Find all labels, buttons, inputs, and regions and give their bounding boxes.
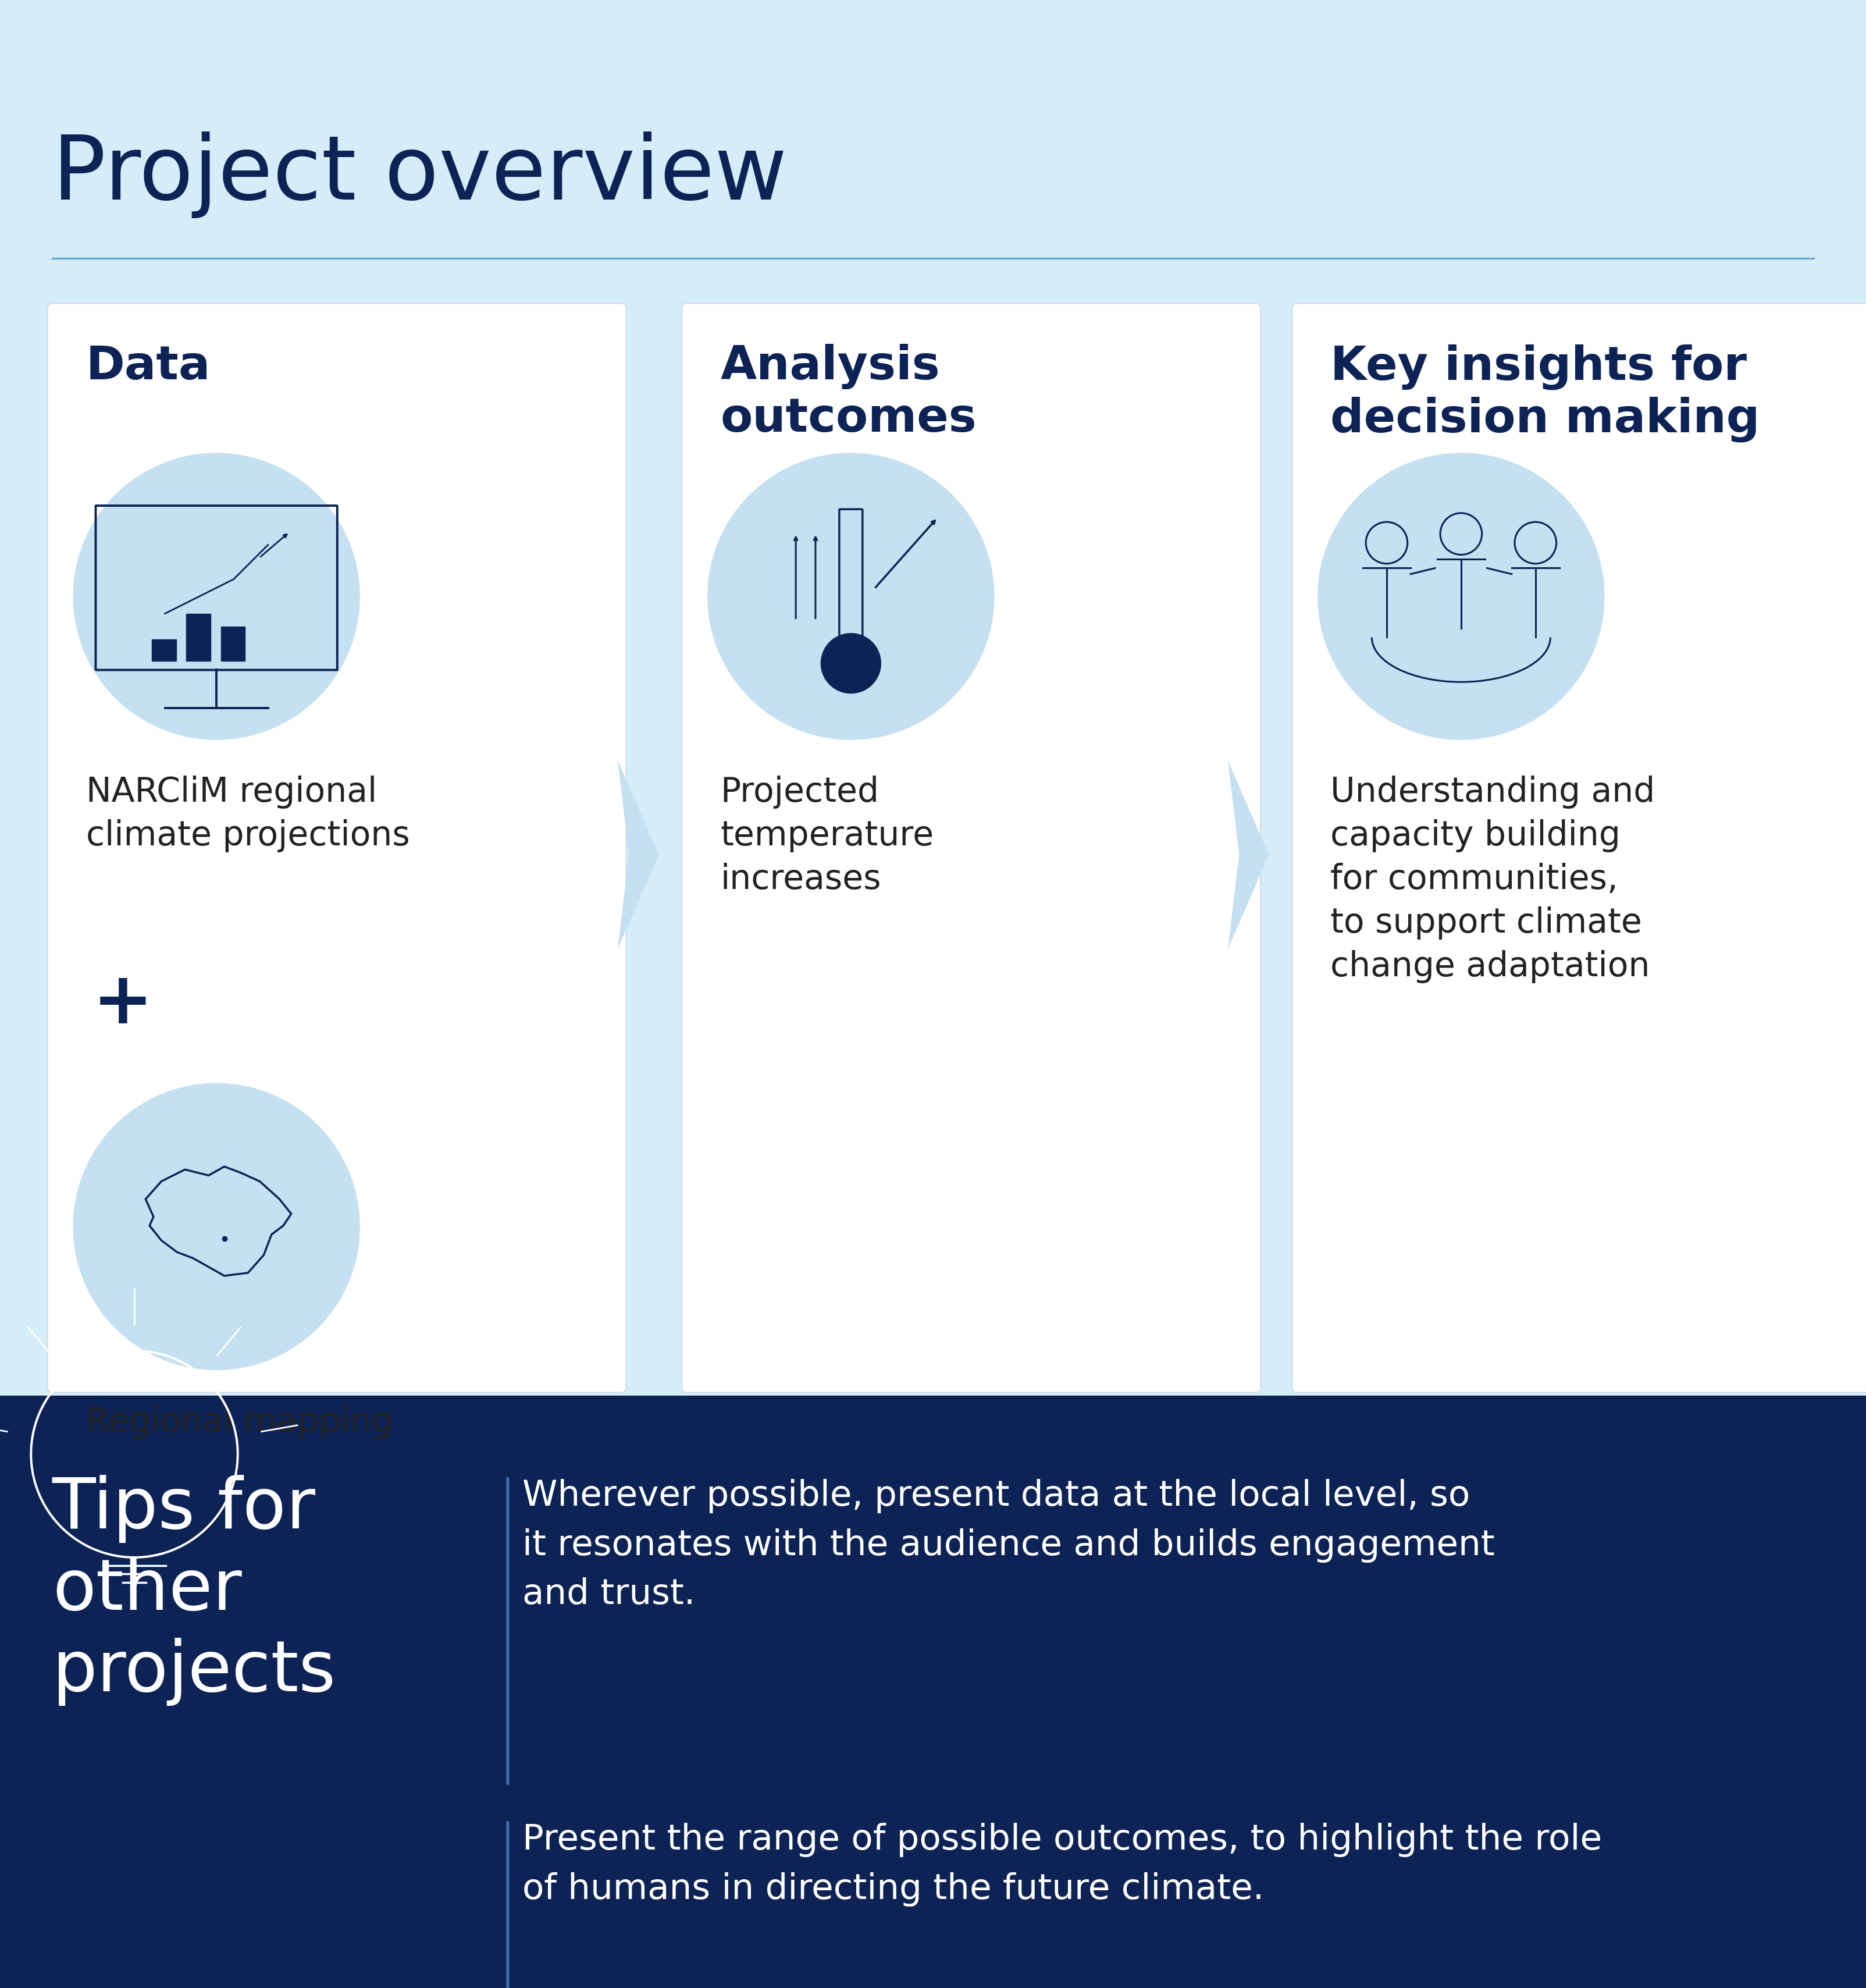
Polygon shape bbox=[1228, 761, 1269, 948]
Text: Projected
temperature
increases: Projected temperature increases bbox=[720, 775, 933, 897]
Text: Regional mapping: Regional mapping bbox=[86, 1406, 392, 1439]
Circle shape bbox=[1317, 453, 1605, 740]
FancyBboxPatch shape bbox=[49, 304, 625, 1392]
Text: +: + bbox=[93, 968, 153, 1038]
Text: Wherever possible, present data at the local level, so
it resonates with the aud: Wherever possible, present data at the l… bbox=[522, 1479, 1495, 1612]
Bar bbox=[187, 614, 211, 660]
Text: Tips for
other
projects: Tips for other projects bbox=[52, 1475, 336, 1706]
Bar bbox=[0, 1396, 1866, 1988]
Bar bbox=[0, 0, 1866, 1396]
FancyBboxPatch shape bbox=[1293, 304, 1866, 1392]
Bar bbox=[220, 626, 244, 660]
Text: Analysis
outcomes: Analysis outcomes bbox=[720, 344, 976, 441]
Text: Data: Data bbox=[86, 344, 211, 390]
Circle shape bbox=[707, 453, 995, 740]
Text: Project overview: Project overview bbox=[52, 131, 787, 219]
Circle shape bbox=[821, 634, 881, 694]
Text: Key insights for
decision making: Key insights for decision making bbox=[1330, 344, 1760, 443]
Text: NARCliM regional
climate projections: NARCliM regional climate projections bbox=[86, 775, 411, 853]
FancyBboxPatch shape bbox=[683, 304, 1260, 1392]
Polygon shape bbox=[618, 761, 659, 948]
Text: Understanding and
capacity building
for communities,
to support climate
change a: Understanding and capacity building for … bbox=[1330, 775, 1655, 982]
Bar bbox=[151, 640, 175, 660]
Circle shape bbox=[73, 1083, 360, 1370]
Text: Present the range of possible outcomes, to highlight the role
of humans in direc: Present the range of possible outcomes, … bbox=[522, 1823, 1603, 1906]
Circle shape bbox=[73, 453, 360, 740]
